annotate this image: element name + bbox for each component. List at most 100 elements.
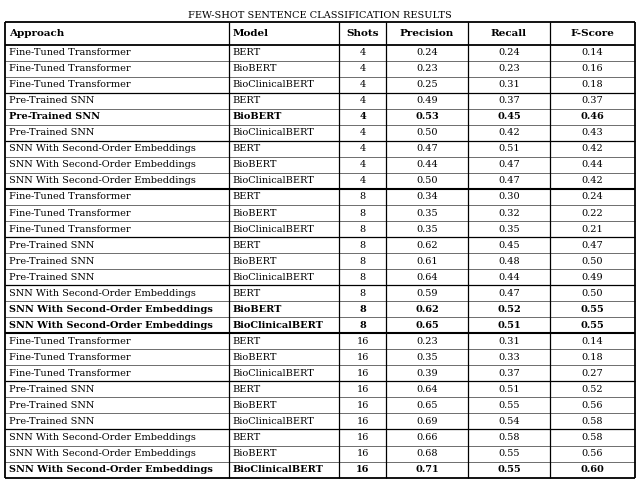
Text: 0.55: 0.55 — [580, 321, 604, 330]
Text: 16: 16 — [356, 465, 369, 474]
Text: 0.32: 0.32 — [498, 208, 520, 217]
Text: SNN With Second-Order Embeddings: SNN With Second-Order Embeddings — [9, 321, 213, 330]
Text: 0.45: 0.45 — [497, 112, 521, 121]
Text: 8: 8 — [359, 321, 366, 330]
Text: FEW-SHOT SENTENCE CLASSIFICATION RESULTS: FEW-SHOT SENTENCE CLASSIFICATION RESULTS — [188, 11, 452, 20]
Text: 0.47: 0.47 — [498, 160, 520, 169]
Text: 16: 16 — [356, 433, 369, 442]
Text: 0.35: 0.35 — [416, 208, 438, 217]
Text: 0.64: 0.64 — [416, 273, 438, 282]
Text: BioBERT: BioBERT — [232, 401, 277, 410]
Text: 0.47: 0.47 — [498, 177, 520, 185]
Text: 16: 16 — [356, 337, 369, 346]
Text: SNN With Second-Order Embeddings: SNN With Second-Order Embeddings — [9, 449, 196, 458]
Text: 0.37: 0.37 — [498, 96, 520, 105]
Text: SNN With Second-Order Embeddings: SNN With Second-Order Embeddings — [9, 288, 196, 298]
Text: 0.50: 0.50 — [416, 128, 438, 137]
Text: Pre-Trained SNN: Pre-Trained SNN — [9, 240, 94, 250]
Text: 0.24: 0.24 — [498, 48, 520, 57]
Text: 16: 16 — [356, 385, 369, 394]
Text: Fine-Tuned Transformer: Fine-Tuned Transformer — [9, 353, 131, 362]
Text: Pre-Trained SNN: Pre-Trained SNN — [9, 385, 94, 394]
Text: 0.45: 0.45 — [498, 240, 520, 250]
Text: BioClinicalBERT: BioClinicalBERT — [232, 321, 323, 330]
Text: 0.44: 0.44 — [498, 273, 520, 282]
Text: SNN With Second-Order Embeddings: SNN With Second-Order Embeddings — [9, 144, 196, 154]
Text: BioBERT: BioBERT — [232, 257, 277, 265]
Text: 0.42: 0.42 — [582, 144, 604, 154]
Text: 0.34: 0.34 — [416, 192, 438, 202]
Text: 0.35: 0.35 — [498, 225, 520, 234]
Text: BERT: BERT — [232, 96, 260, 105]
Text: 0.47: 0.47 — [416, 144, 438, 154]
Text: Pre-Trained SNN: Pre-Trained SNN — [9, 112, 100, 121]
Text: 0.53: 0.53 — [415, 112, 439, 121]
Text: 0.50: 0.50 — [582, 288, 603, 298]
Text: SNN With Second-Order Embeddings: SNN With Second-Order Embeddings — [9, 160, 196, 169]
Text: 16: 16 — [356, 401, 369, 410]
Text: 0.37: 0.37 — [582, 96, 604, 105]
Text: BERT: BERT — [232, 433, 260, 442]
Text: Pre-Trained SNN: Pre-Trained SNN — [9, 401, 94, 410]
Text: 8: 8 — [359, 305, 366, 314]
Text: Pre-Trained SNN: Pre-Trained SNN — [9, 96, 94, 105]
Text: F-Score: F-Score — [570, 29, 614, 37]
Text: 0.58: 0.58 — [498, 433, 520, 442]
Text: BioClinicalBERT: BioClinicalBERT — [232, 177, 314, 185]
Text: 0.54: 0.54 — [498, 417, 520, 426]
Text: BioClinicalBERT: BioClinicalBERT — [232, 80, 314, 89]
Text: 0.60: 0.60 — [580, 465, 604, 474]
Text: Pre-Trained SNN: Pre-Trained SNN — [9, 273, 94, 282]
Text: 4: 4 — [360, 80, 365, 89]
Text: 0.18: 0.18 — [582, 353, 603, 362]
Text: 0.62: 0.62 — [415, 305, 439, 314]
Text: BioBERT: BioBERT — [232, 208, 277, 217]
Text: BERT: BERT — [232, 48, 260, 57]
Text: 0.47: 0.47 — [582, 240, 604, 250]
Text: 0.48: 0.48 — [498, 257, 520, 265]
Text: 0.42: 0.42 — [582, 177, 604, 185]
Text: 0.71: 0.71 — [415, 465, 439, 474]
Text: Model: Model — [232, 29, 269, 37]
Text: 0.50: 0.50 — [582, 257, 603, 265]
Text: 0.55: 0.55 — [580, 305, 604, 314]
Text: 0.37: 0.37 — [498, 369, 520, 378]
Text: Pre-Trained SNN: Pre-Trained SNN — [9, 128, 94, 137]
Text: 0.68: 0.68 — [416, 449, 438, 458]
Text: 0.64: 0.64 — [416, 385, 438, 394]
Text: 0.47: 0.47 — [498, 288, 520, 298]
Text: 8: 8 — [360, 273, 365, 282]
Text: 0.66: 0.66 — [416, 433, 438, 442]
Text: 0.44: 0.44 — [582, 160, 604, 169]
Text: 0.31: 0.31 — [498, 337, 520, 346]
Text: Pre-Trained SNN: Pre-Trained SNN — [9, 257, 94, 265]
Text: 0.56: 0.56 — [582, 401, 603, 410]
Text: 4: 4 — [360, 64, 365, 73]
Text: 0.65: 0.65 — [415, 321, 439, 330]
Text: BioBERT: BioBERT — [232, 160, 277, 169]
Text: BERT: BERT — [232, 337, 260, 346]
Text: 0.69: 0.69 — [416, 417, 438, 426]
Text: SNN With Second-Order Embeddings: SNN With Second-Order Embeddings — [9, 177, 196, 185]
Text: Recall: Recall — [491, 29, 527, 37]
Text: 4: 4 — [360, 177, 365, 185]
Text: SNN With Second-Order Embeddings: SNN With Second-Order Embeddings — [9, 433, 196, 442]
Text: BERT: BERT — [232, 192, 260, 202]
Text: 0.55: 0.55 — [497, 465, 521, 474]
Text: 0.24: 0.24 — [416, 48, 438, 57]
Text: 0.22: 0.22 — [582, 208, 604, 217]
Text: Fine-Tuned Transformer: Fine-Tuned Transformer — [9, 225, 131, 234]
Text: 16: 16 — [356, 417, 369, 426]
Text: BioBERT: BioBERT — [232, 305, 282, 314]
Text: 0.58: 0.58 — [582, 433, 603, 442]
Text: 8: 8 — [360, 288, 365, 298]
Text: BioBERT: BioBERT — [232, 449, 277, 458]
Text: 0.23: 0.23 — [416, 64, 438, 73]
Text: Shots: Shots — [346, 29, 379, 37]
Text: 16: 16 — [356, 449, 369, 458]
Text: 0.33: 0.33 — [498, 353, 520, 362]
Text: SNN With Second-Order Embeddings: SNN With Second-Order Embeddings — [9, 305, 213, 314]
Text: 0.14: 0.14 — [582, 48, 604, 57]
Text: 0.52: 0.52 — [497, 305, 521, 314]
Text: 0.59: 0.59 — [416, 288, 438, 298]
